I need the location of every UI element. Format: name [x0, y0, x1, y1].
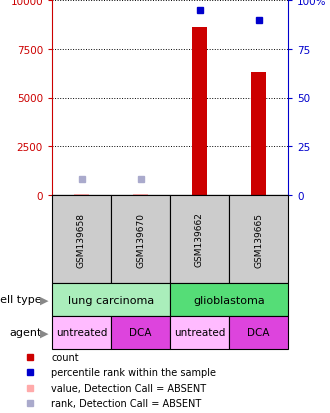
Bar: [52, 316, 111, 349]
Text: glioblastoma: glioblastoma: [193, 295, 265, 305]
Text: agent: agent: [10, 328, 42, 338]
Bar: [52, 283, 170, 316]
Text: GSM139662: GSM139662: [195, 212, 204, 267]
Text: count: count: [51, 352, 79, 362]
Text: percentile rank within the sample: percentile rank within the sample: [51, 367, 216, 377]
Text: DCA: DCA: [247, 328, 270, 338]
Text: lung carcinoma: lung carcinoma: [68, 295, 154, 305]
Bar: [192, 28, 207, 195]
Text: untreated: untreated: [174, 328, 225, 338]
Bar: [229, 195, 288, 283]
Bar: [170, 195, 229, 283]
Bar: [251, 73, 266, 195]
Bar: [111, 195, 170, 283]
Bar: [52, 195, 111, 283]
Text: GSM139665: GSM139665: [254, 212, 263, 267]
Text: ▶: ▶: [40, 295, 49, 305]
Bar: [170, 283, 288, 316]
Text: rank, Detection Call = ABSENT: rank, Detection Call = ABSENT: [51, 398, 201, 408]
Text: DCA: DCA: [129, 328, 152, 338]
Bar: [111, 316, 170, 349]
Bar: [170, 316, 229, 349]
Text: untreated: untreated: [56, 328, 107, 338]
Bar: [229, 316, 288, 349]
Text: ▶: ▶: [40, 328, 49, 338]
Text: GSM139658: GSM139658: [77, 212, 86, 267]
Text: cell type: cell type: [0, 295, 42, 305]
Text: value, Detection Call = ABSENT: value, Detection Call = ABSENT: [51, 383, 206, 393]
Text: GSM139670: GSM139670: [136, 212, 145, 267]
